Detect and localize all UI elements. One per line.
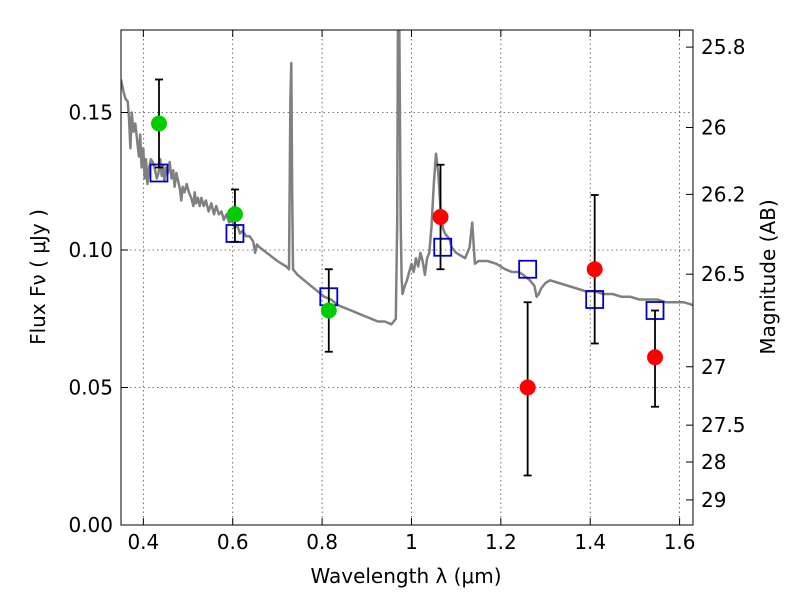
x-tick-label: 1.6 — [664, 530, 696, 554]
model-spectrum — [121, 30, 693, 326]
right-axis-title: Magnitude (AB) — [756, 199, 780, 354]
magnitude-tick-label: 29 — [701, 488, 726, 512]
photometry-point — [586, 261, 603, 278]
magnitude-tick-label: 26.2 — [701, 182, 746, 206]
x-tick-label: 0.6 — [217, 530, 249, 554]
y-tick-label: 0.15 — [68, 101, 113, 125]
y-axis-title: Flux Fν ( μJy ) — [26, 209, 50, 345]
x-tick-label: 0.4 — [127, 530, 159, 554]
x-tick-label: 1.2 — [485, 530, 517, 554]
magnitude-tick-label: 26 — [701, 116, 726, 140]
y-tick-label: 0.05 — [68, 376, 113, 400]
magnitude-tick-label: 26.5 — [701, 262, 746, 286]
axis-ticks: 0.4 0.6 0.8 1 1.2 1.4 1.6 0.00 0.05 0.10 0.15 25.8 2… — [68, 30, 746, 554]
magnitude-tick-label: 28 — [701, 450, 726, 474]
y-tick-label: 0.10 — [68, 238, 113, 262]
magnitude-tick-label: 27.5 — [701, 413, 746, 437]
x-tick-label: 1 — [405, 530, 418, 554]
photometry-point — [519, 379, 536, 396]
magnitude-tick-label: 27 — [701, 355, 726, 379]
y-tick-label: 0.00 — [68, 513, 113, 537]
plot-frame — [120, 29, 694, 526]
photometry-point — [647, 349, 664, 366]
model-band-square — [518, 259, 538, 279]
x-tick-label: 1.4 — [574, 530, 606, 554]
photometry-point — [226, 206, 243, 223]
spectrum-line — [121, 30, 693, 326]
photometry-point — [432, 209, 449, 225]
magnitude-tick-label: 25.8 — [701, 35, 746, 59]
x-tick-label: 0.8 — [306, 530, 338, 554]
data-points — [149, 78, 665, 477]
photometry-point — [320, 302, 337, 319]
photometry-point — [150, 115, 167, 132]
model-band-square — [433, 237, 453, 257]
x-axis-title: Wavelength λ (μm) — [310, 564, 501, 588]
